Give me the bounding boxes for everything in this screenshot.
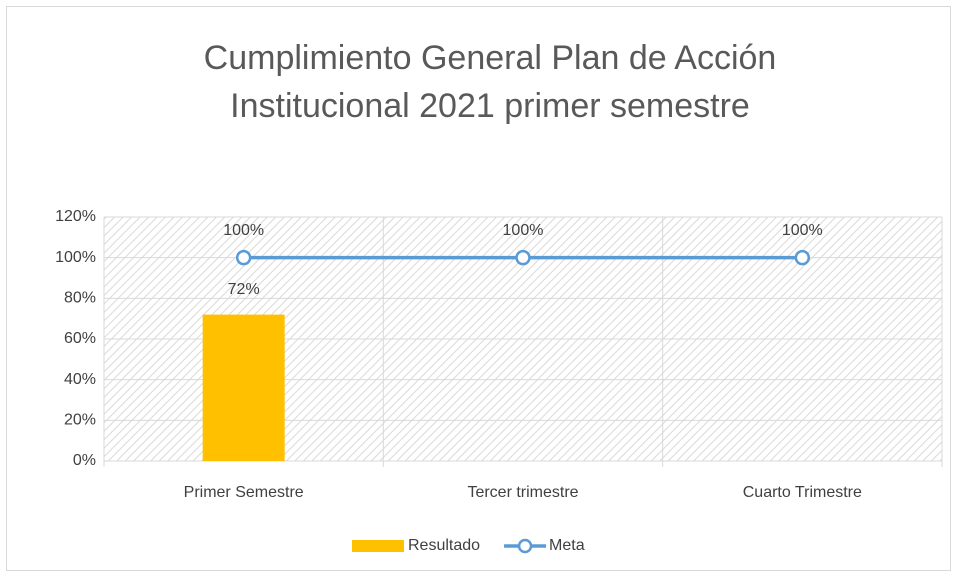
legend-marker [517, 538, 533, 554]
y-tick-label: 80% [64, 290, 96, 307]
y-tick-label: 120% [55, 208, 96, 225]
legend-swatch [352, 540, 404, 552]
data-label: 100% [782, 222, 823, 239]
y-tick-label: 20% [64, 412, 96, 429]
data-label: 100% [503, 222, 544, 239]
y-tick-label: 60% [64, 330, 96, 347]
line-marker [515, 249, 531, 266]
y-tick-label: 100% [55, 249, 96, 266]
data-label: 72% [228, 281, 260, 298]
x-tick-label: Cuarto Trimestre [743, 484, 862, 501]
bar [202, 314, 285, 461]
x-tick-label: Primer Semestre [184, 484, 304, 501]
y-tick-label: 0% [73, 452, 96, 469]
y-tick-label: 40% [64, 371, 96, 388]
x-tick-label: Tercer trimestre [467, 484, 578, 501]
line-marker [794, 249, 811, 266]
data-label: 100% [223, 222, 264, 239]
legend-label: Resultado [408, 537, 480, 554]
chart-title: Cumplimiento General Plan de Acción [204, 39, 777, 77]
line-marker [235, 249, 252, 266]
legend-label: Meta [549, 537, 585, 554]
chart-title: Institucional 2021 primer semestre [230, 87, 750, 125]
